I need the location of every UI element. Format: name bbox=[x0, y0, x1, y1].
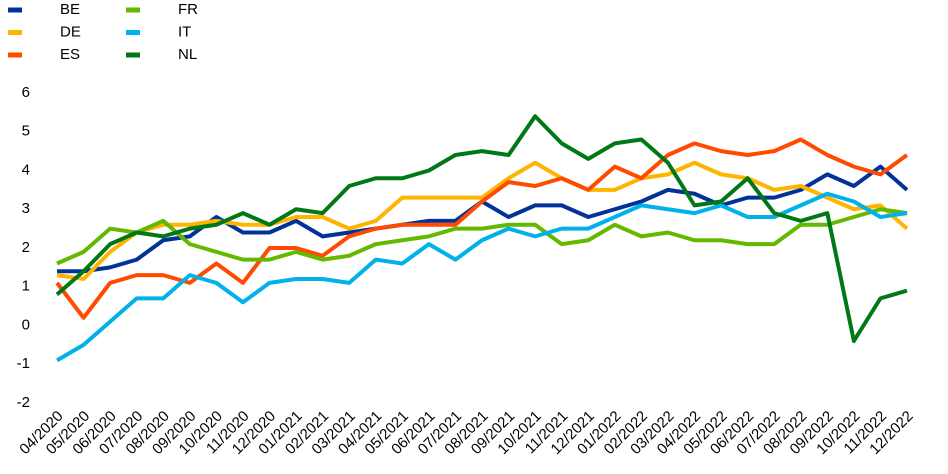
y-tick-label: 1 bbox=[22, 278, 30, 295]
series-line bbox=[55, 114, 908, 343]
legend-label: BE bbox=[60, 1, 80, 18]
y-tick-label: -2 bbox=[17, 394, 30, 411]
y-tick-label: 0 bbox=[22, 316, 30, 333]
series-line bbox=[56, 160, 909, 281]
y-tick-label: 5 bbox=[22, 123, 30, 140]
legend-label: NL bbox=[178, 46, 197, 63]
y-tick-label: -1 bbox=[17, 355, 30, 372]
y-tick-label: 2 bbox=[22, 239, 30, 256]
legend-label: IT bbox=[178, 23, 191, 40]
series-line bbox=[55, 191, 908, 363]
legend-label: FR bbox=[178, 1, 198, 18]
y-tick-label: 4 bbox=[22, 161, 30, 178]
legend-label: DE bbox=[60, 23, 81, 40]
y-tick-label: 3 bbox=[22, 200, 30, 217]
series-line bbox=[56, 207, 908, 266]
y-tick-label: 6 bbox=[22, 84, 30, 101]
legend-label: ES bbox=[60, 46, 80, 63]
series-line bbox=[57, 164, 909, 274]
